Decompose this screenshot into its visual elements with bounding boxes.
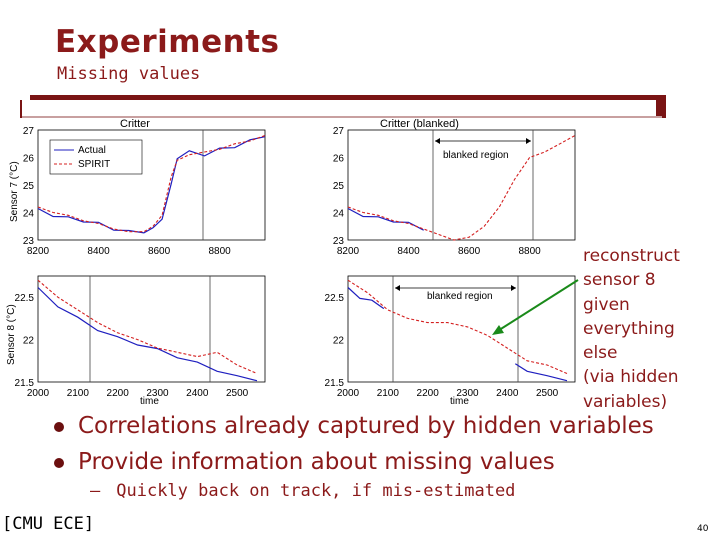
bullet-text: Provide information about missing values	[78, 449, 555, 475]
bullet-dot-icon	[54, 422, 64, 432]
sub-bullet: – Quickly back on track, if mis-estimated	[90, 481, 515, 501]
x-tick-label: 8200	[337, 246, 360, 257]
x-tick-label: 2000	[337, 388, 360, 399]
panel-4-xlabel: time	[450, 396, 469, 407]
y-tick-label: 26	[23, 154, 35, 165]
x-tick-label: 2500	[226, 388, 249, 399]
x-tick-label: 2200	[417, 388, 440, 399]
x-tick-label: 2500	[536, 388, 559, 399]
panel-2-blanked-indicator: blanked region	[435, 138, 531, 161]
y-tick-label: 27	[23, 126, 35, 137]
panel-3-frame	[37, 275, 266, 383]
tick-labels: 8200 8400 8600 8800 23 24 25 26 27 8200 8400 8600 88…	[15, 126, 559, 399]
legend-spirit: SPIRIT	[78, 159, 110, 170]
y-tick-label: 26	[333, 154, 345, 165]
sub-bullet-text: Quickly back on track, if mis-estimated	[116, 481, 516, 501]
y-tick-label: 24	[23, 209, 35, 220]
slide-title: Experiments	[55, 24, 280, 60]
y-tick-label: 22.5	[15, 293, 35, 304]
y-tick-label: 25	[333, 181, 345, 192]
actual-series-line	[347, 287, 385, 310]
x-tick-label: 2400	[496, 388, 519, 399]
x-tick-label: 2300	[146, 388, 169, 399]
x-tick-label: 8600	[148, 246, 171, 257]
annotation-line: else	[583, 343, 618, 364]
dash-icon: –	[90, 481, 101, 501]
y-tick-label: 21.5	[325, 378, 345, 389]
rule-left-tab	[20, 100, 22, 118]
x-tick-label: 8800	[208, 246, 231, 257]
x-tick-label: 2200	[107, 388, 130, 399]
y-tick-label: 22.5	[325, 293, 345, 304]
panel-1-title: Critter	[120, 118, 150, 130]
annotation-line: given	[583, 294, 630, 315]
x-tick-label: 2100	[67, 388, 90, 399]
annotation-line: variables)	[583, 391, 668, 412]
y-tick-label: 22	[23, 336, 35, 347]
panel-2-frame	[347, 129, 576, 241]
actual-series-line	[37, 287, 258, 382]
spirit-series-line	[347, 135, 576, 241]
panel-3-ylabel: Sensor 8 (°C)	[6, 304, 17, 365]
actual-series-line	[514, 363, 568, 382]
panel-4-blanked-indicator: blanked region	[395, 285, 516, 302]
panel-4-blanked-label: blanked region	[427, 291, 493, 302]
spirit-series-line	[37, 279, 258, 375]
page-number: 40	[697, 524, 709, 534]
x-tick-label: 2000	[27, 388, 50, 399]
panel-1-ylabel: Sensor 7 (°C)	[9, 161, 20, 222]
panel-2-blanked-label: blanked region	[443, 150, 509, 161]
y-tick-label: 24	[333, 209, 345, 220]
x-tick-label: 8800	[518, 246, 541, 257]
y-tick-label: 27	[333, 126, 345, 137]
y-tick-label: 22	[333, 336, 345, 347]
x-tick-label: 8400	[87, 246, 110, 257]
rule-right-tab	[656, 100, 666, 118]
panel-4-frame	[347, 275, 576, 383]
annotation-line: reconstruct	[583, 246, 680, 266]
y-tick-label: 21.5	[15, 378, 35, 389]
annotation-arrow	[492, 279, 579, 335]
legend-actual: Actual	[78, 145, 106, 156]
annotation-text: reconstruct sensor 8 given everything el…	[583, 244, 680, 414]
y-tick-label: 23	[333, 236, 345, 247]
annotation-line: everything	[583, 318, 675, 339]
title-underline	[22, 116, 662, 118]
bullet-dot-icon	[54, 458, 64, 468]
panel-1-frame	[37, 129, 266, 241]
annotation-line: (via hidden	[583, 367, 679, 388]
y-tick-label: 25	[23, 181, 35, 192]
slide-subtitle: Missing values	[57, 64, 201, 84]
actual-series-line	[37, 136, 266, 234]
x-tick-label: 8200	[27, 246, 50, 257]
annotation-line: sensor 8	[583, 270, 656, 291]
panel-3-xlabel: time	[140, 396, 159, 407]
footer-affiliation: [CMU ECE]	[2, 514, 95, 534]
y-tick-label: 23	[23, 236, 35, 247]
series-lines	[37, 134, 576, 382]
panel-1-legend: Actual SPIRIT	[49, 139, 143, 175]
x-tick-label: 8600	[458, 246, 481, 257]
bullet-text: Correlations already captured by hidden …	[78, 413, 654, 439]
panel-2-title: Critter (blanked)	[380, 118, 459, 130]
spirit-series-line	[347, 279, 568, 375]
x-tick-label: 2100	[377, 388, 400, 399]
title-rule	[30, 95, 666, 100]
x-tick-label: 2300	[456, 388, 479, 399]
x-tick-label: 2400	[186, 388, 209, 399]
actual-series-line	[347, 207, 424, 231]
x-tick-label: 8400	[397, 246, 420, 257]
spirit-series-line	[37, 134, 266, 233]
